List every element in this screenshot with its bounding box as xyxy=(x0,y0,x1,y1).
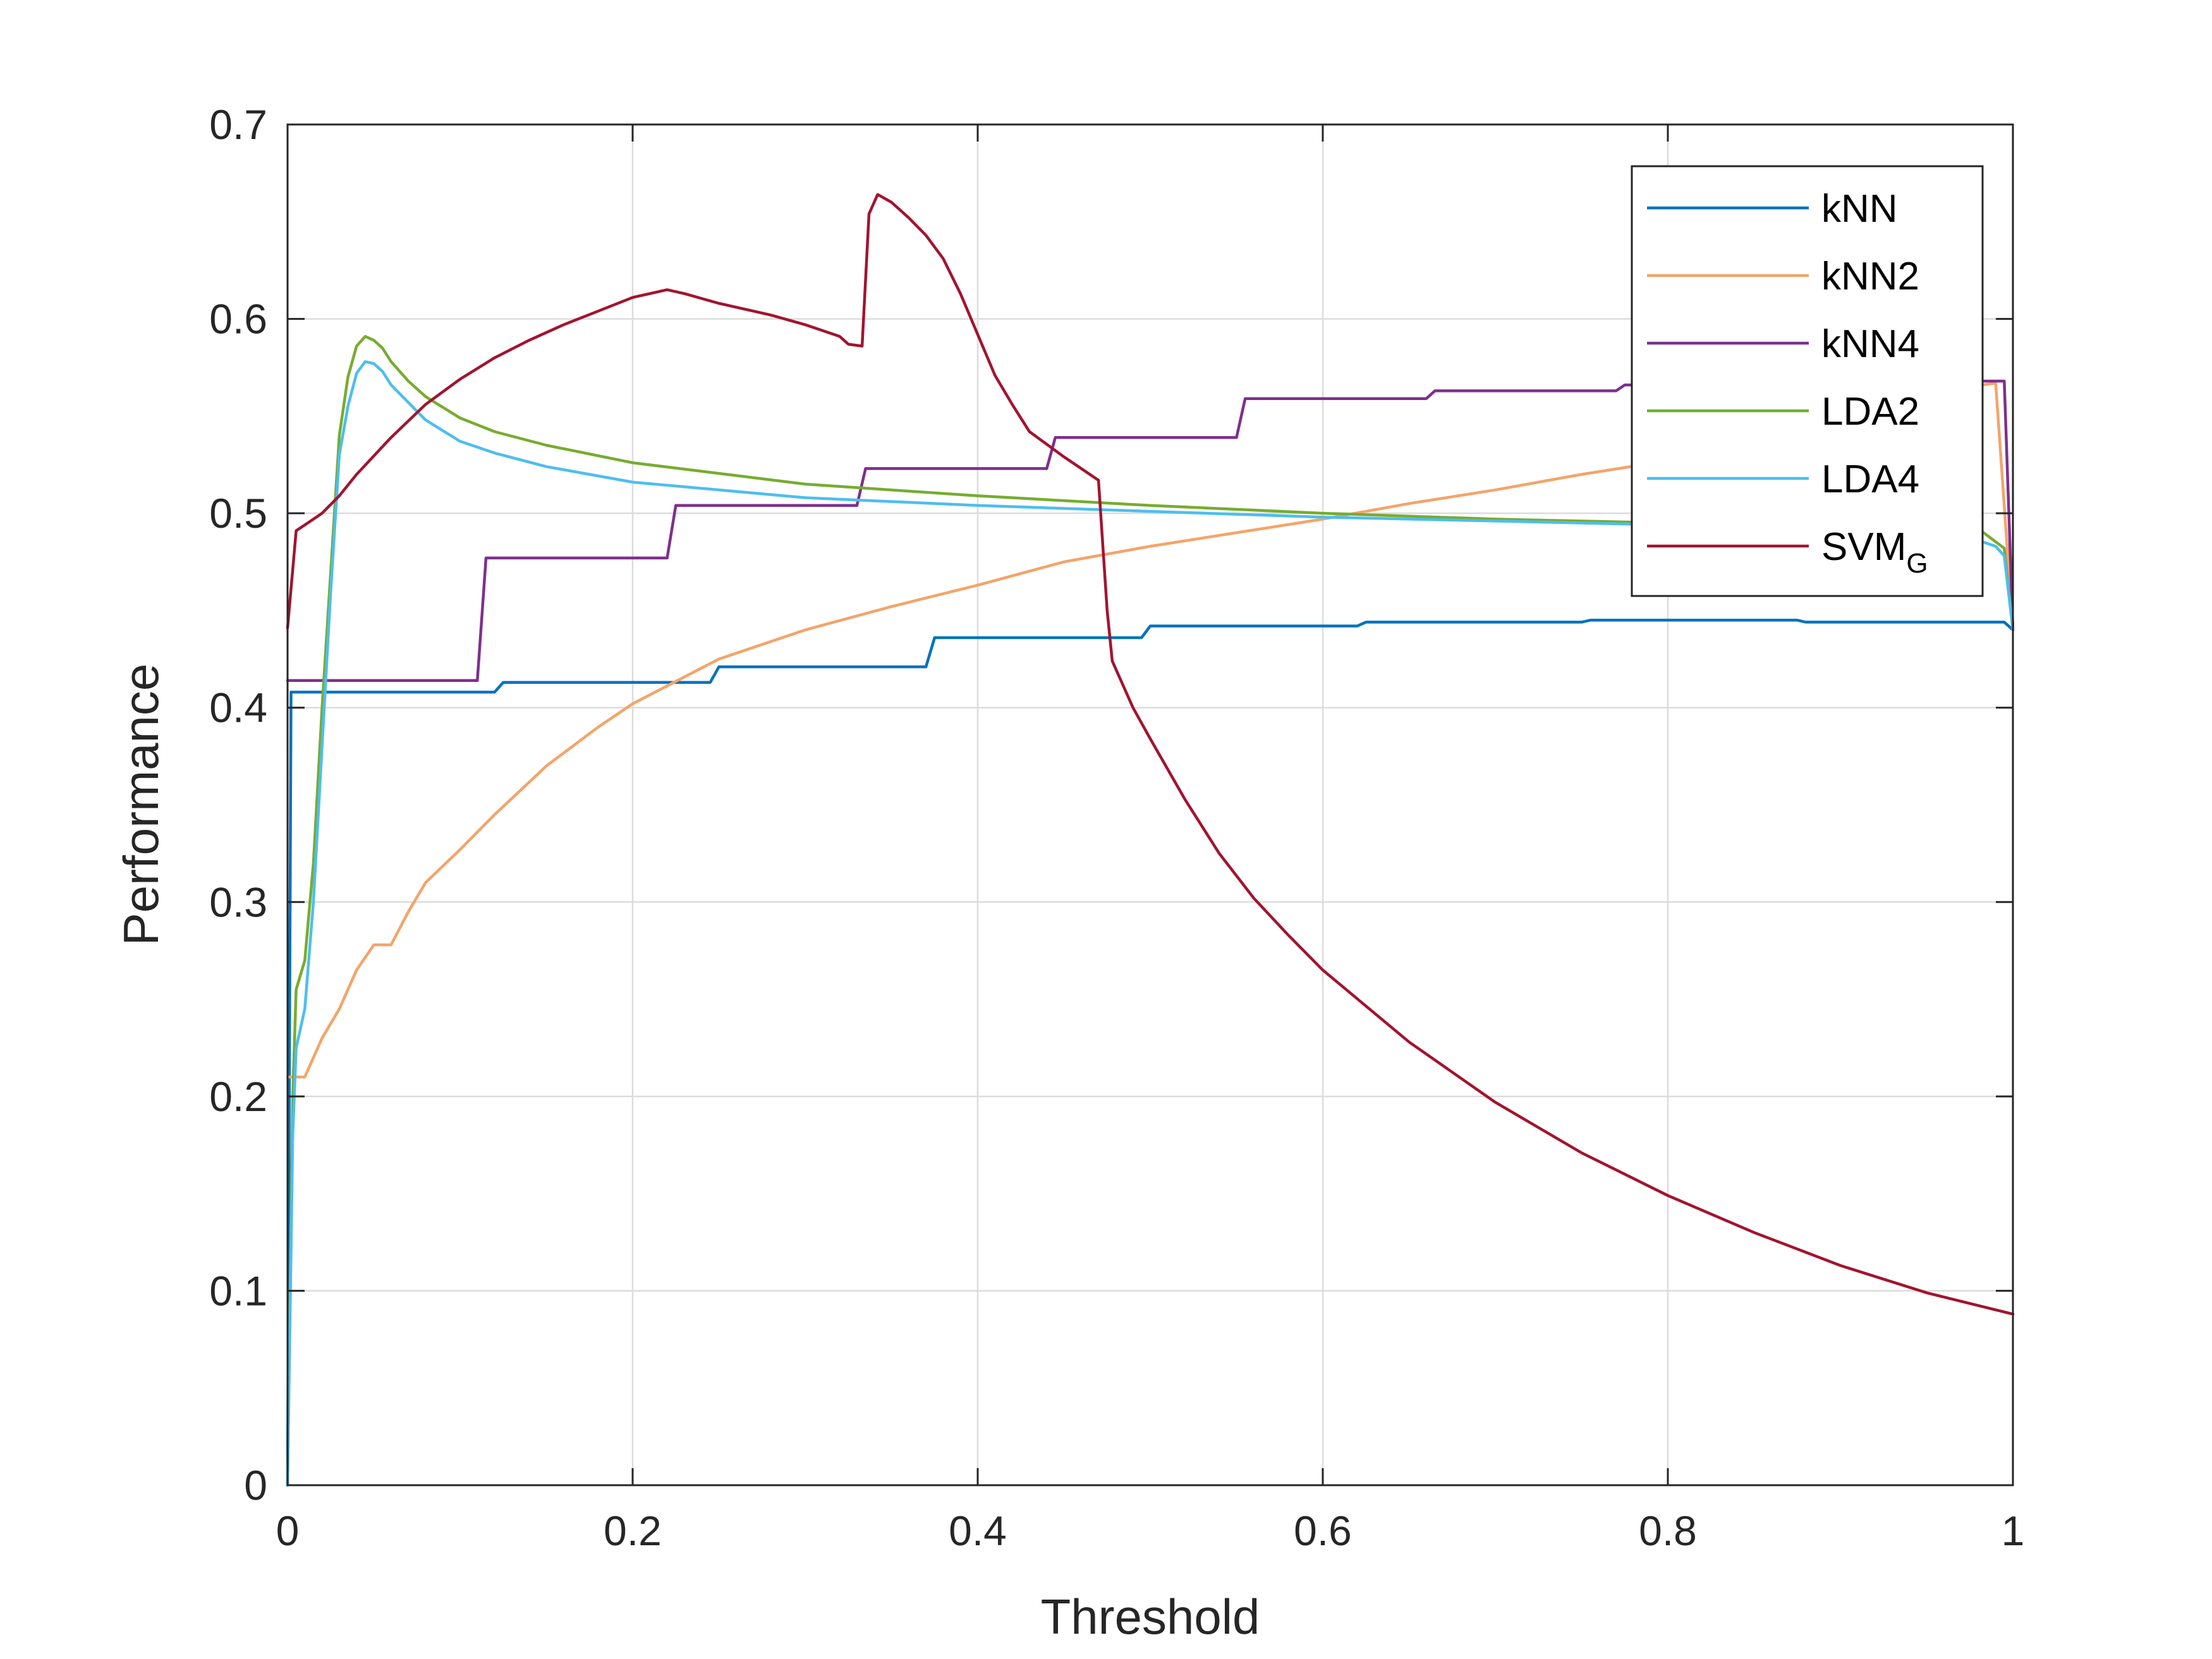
legend-label: kNN2 xyxy=(1821,255,1919,298)
y-tick-label: 0.6 xyxy=(209,296,267,343)
y-tick-label: 0 xyxy=(244,1462,267,1509)
y-tick-label: 0.4 xyxy=(209,684,267,731)
legend-label: kNN xyxy=(1821,187,1898,231)
x-tick-label: 1 xyxy=(2002,1507,2025,1554)
y-tick-label: 0.5 xyxy=(209,490,267,537)
legend-label: LDA2 xyxy=(1821,390,1919,434)
legend: kNN kNN2 kNN4 LDA2 LDA4 SVMG xyxy=(1631,165,1984,597)
x-tick-label: 0 xyxy=(276,1507,300,1554)
legend-label: SVMG xyxy=(1821,525,1928,579)
y-tick-label: 0.7 xyxy=(209,101,267,148)
y-axis-label: Performance xyxy=(113,664,169,946)
y-tick-label: 0.3 xyxy=(209,878,267,925)
series-line-svm xyxy=(286,193,2015,1316)
x-tick-label: 0.8 xyxy=(1639,1507,1697,1554)
x-axis-label: Threshold xyxy=(1041,1589,1260,1644)
legend-label: LDA4 xyxy=(1821,458,1919,501)
y-tick-label: 0.1 xyxy=(209,1267,267,1314)
legend-label: kNN4 xyxy=(1821,322,1919,366)
y-tick-label: 0.2 xyxy=(209,1073,267,1120)
legend-box xyxy=(1631,165,1984,597)
x-tick-label: 0.2 xyxy=(604,1507,662,1554)
x-tick-label: 0.6 xyxy=(1294,1507,1352,1554)
axes-box xyxy=(286,123,2014,1486)
series-line-knn xyxy=(286,619,2015,1487)
series-line-lda2 xyxy=(286,335,2015,1487)
x-tick-label: 0.4 xyxy=(949,1507,1007,1554)
tick-labels: 0 0.2 0.4 0.6 0.8 1 0 0.1 0.2 0.3 0.4 0.5 0.6 0.7 xyxy=(209,101,2024,1554)
ticks xyxy=(286,123,2014,1486)
